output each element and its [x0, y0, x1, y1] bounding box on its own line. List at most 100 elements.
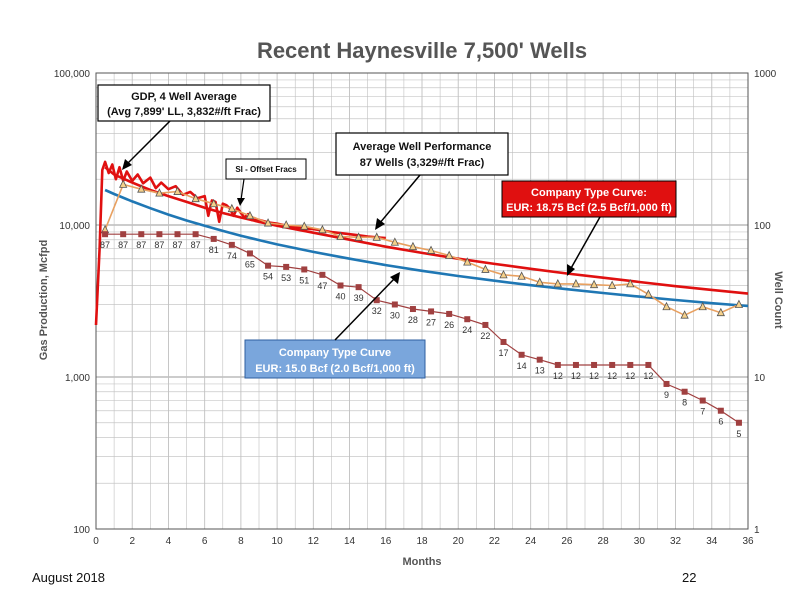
well-count-marker: [518, 351, 525, 358]
avg-callout-line1: Average Well Performance: [353, 141, 492, 153]
well-count-marker: [319, 271, 326, 278]
well-count-marker: [663, 380, 670, 387]
type-curve-blue-box: [244, 339, 426, 379]
well-count-label: 7: [700, 407, 705, 417]
well-count-marker: [391, 301, 398, 308]
avg-well-marker: [662, 301, 671, 311]
si-callout-arrowhead: [237, 198, 245, 206]
well-count-label: 9: [664, 390, 669, 400]
well-count-marker: [428, 308, 435, 315]
gdp-callout-arrowhead: [122, 159, 132, 170]
well-count-marker: [228, 241, 235, 248]
x-tick-label: 36: [742, 536, 754, 547]
avg-well-marker: [680, 310, 689, 319]
well-count-label: 87: [100, 240, 110, 250]
well-count-label: 5: [736, 429, 741, 439]
type-curve-red-box: [501, 180, 677, 218]
x-tick-label: 30: [634, 536, 646, 547]
x-tick-label: 26: [561, 536, 573, 547]
si-callout-box: [225, 158, 307, 180]
avg-well-marker: [426, 245, 436, 254]
well-count-label: 12: [643, 371, 653, 381]
avg-well-marker: [463, 257, 472, 266]
x-tick-label: 34: [706, 536, 718, 547]
well-count-label: 12: [625, 371, 635, 381]
avg-well-marker: [589, 279, 599, 289]
chart-title: Recent Haynesville 7,500' Wells: [257, 38, 587, 63]
avg-well-marker: [191, 193, 200, 203]
avg-well-marker: [535, 277, 544, 286]
well-count-label: 74: [227, 251, 237, 261]
avg-well-marker: [608, 280, 617, 289]
x-tick-label: 0: [93, 536, 99, 547]
series: [94, 160, 749, 426]
well-count-label: 53: [281, 273, 291, 283]
well-count-label: 39: [354, 293, 364, 303]
type-curve-blue-line1: Company Type Curve: [279, 347, 391, 359]
x-tick-label: 32: [670, 536, 682, 547]
gdp-callout-line2: (Avg 7,899' LL, 3,832#/ft Frac): [107, 106, 261, 118]
y-tick-label: 100,000: [54, 69, 91, 80]
well-count-label: 87: [136, 240, 146, 250]
type-curve-red-line1: Company Type Curve:: [531, 187, 647, 199]
avg-well-marker: [318, 224, 327, 234]
avg-well-marker: [119, 179, 128, 188]
well-count-label: 12: [553, 371, 563, 381]
series-line: [94, 160, 386, 326]
well-count-marker: [138, 231, 145, 238]
callouts: GDP, 4 Well Average (Avg 7,899' LL, 3,83…: [97, 84, 677, 379]
x-tick-label: 22: [489, 536, 501, 547]
well-count-label: 65: [245, 259, 255, 269]
well-count-marker: [536, 356, 543, 363]
well-count-marker: [572, 361, 579, 368]
avg-well-marker: [571, 278, 581, 288]
series-line: [105, 233, 740, 424]
avg-well-marker: [354, 232, 363, 241]
y2-tick-label: 1: [754, 525, 760, 536]
avg-well-marker: [445, 250, 454, 259]
well-count-label: 13: [535, 366, 545, 376]
x-tick-label: 20: [453, 536, 465, 547]
x-tick-label: 10: [272, 536, 284, 547]
avg-callout-box: [335, 132, 509, 176]
well-count-label: 28: [408, 315, 418, 325]
x-tick-label: 16: [380, 536, 392, 547]
well-count-marker: [373, 297, 380, 304]
type-curve-blue-callout: Company Type Curve EUR: 15.0 Bcf (2.0 Bc…: [244, 272, 426, 379]
type-curve-red-line2: EUR: 18.75 Bcf (2.5 Bcf/1,000 ft): [506, 202, 672, 214]
gdp-callout: GDP, 4 Well Average (Avg 7,899' LL, 3,83…: [97, 84, 271, 170]
si-callout-label: SI - Offset Fracs: [235, 165, 297, 174]
x-tick-label: 2: [129, 536, 135, 547]
well-count-marker: [355, 284, 362, 291]
well-count-marker: [210, 235, 217, 242]
well-count-label: 14: [517, 361, 527, 371]
y2-axis-label: Well Count: [772, 271, 784, 329]
well-count-label: 8: [682, 398, 687, 408]
type-curve-red-callout: Company Type Curve: EUR: 18.75 Bcf (2.5 …: [501, 180, 677, 276]
type-curve-blue-arrowhead: [390, 272, 400, 284]
y-axis-label: Gas Production, Mcfpd: [38, 240, 50, 360]
series-line: [104, 166, 749, 295]
well-count-marker: [120, 231, 127, 238]
well-count-label: 87: [154, 240, 164, 250]
well-count-marker: [609, 361, 616, 368]
well-count-label: 26: [444, 320, 454, 330]
avg-well-marker: [137, 184, 146, 193]
well-count-marker: [591, 361, 598, 368]
well-count-marker: [301, 266, 308, 273]
avg-well-marker: [481, 264, 490, 273]
well-count-label: 6: [718, 417, 723, 427]
well-count-marker: [645, 361, 652, 368]
type-curve-red-arrow: [569, 216, 601, 271]
avg-well-marker: [282, 220, 291, 229]
avg-callout-arrowhead: [375, 218, 385, 230]
well-count-marker: [717, 407, 724, 414]
well-count-marker: [627, 361, 634, 368]
footer-page-number: 22: [682, 570, 697, 585]
x-tick-label: 12: [308, 536, 320, 547]
y2-tick-label: 10: [754, 373, 766, 384]
avg-well-marker: [517, 271, 526, 280]
grid: [95, 73, 749, 530]
